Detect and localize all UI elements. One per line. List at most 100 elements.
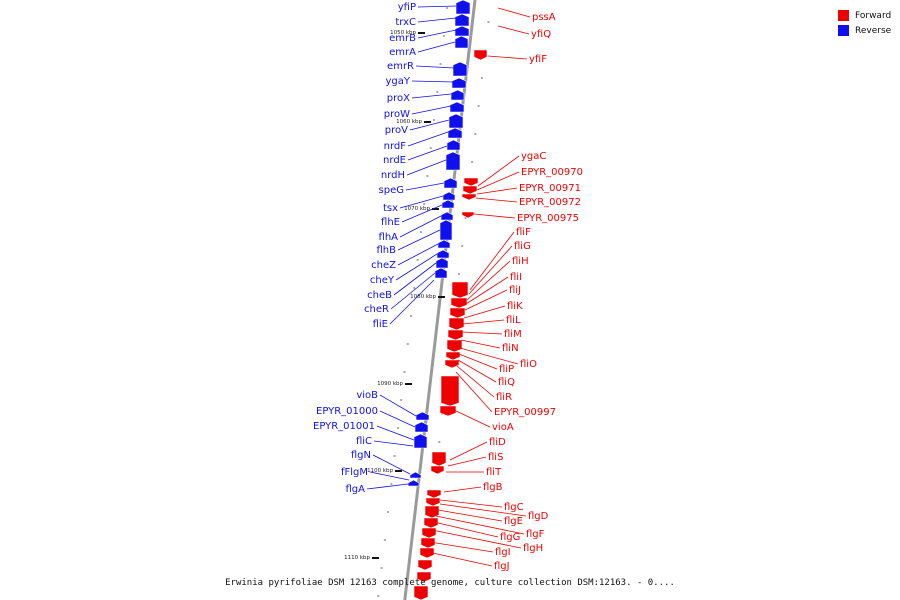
reverse-gene[interactable]: [407, 479, 420, 487]
reverse-gene-label[interactable]: proW: [384, 109, 410, 120]
forward-gene-label[interactable]: yfiF: [529, 54, 547, 65]
forward-gene-label[interactable]: fliS: [488, 452, 503, 463]
forward-gene[interactable]: [416, 571, 432, 583]
forward-gene[interactable]: [444, 359, 460, 369]
forward-gene-label[interactable]: EPYR_00997: [494, 407, 556, 418]
forward-gene-label[interactable]: fliH: [512, 256, 529, 267]
forward-gene[interactable]: [440, 375, 460, 407]
forward-gene-label[interactable]: flgC: [504, 502, 524, 513]
forward-gene-label[interactable]: EPYR_00975: [517, 213, 579, 224]
reverse-gene-label[interactable]: flhA: [379, 232, 399, 243]
forward-gene-label[interactable]: pssA: [532, 12, 556, 23]
forward-gene[interactable]: [413, 585, 429, 600]
reverse-gene-label[interactable]: EPYR_01001: [313, 421, 375, 432]
reverse-gene-label[interactable]: proX: [387, 93, 410, 104]
forward-gene-label[interactable]: fliM: [504, 329, 522, 340]
forward-gene-label[interactable]: flgF: [526, 529, 545, 540]
forward-gene[interactable]: [448, 317, 465, 331]
reverse-gene[interactable]: [445, 151, 461, 171]
forward-gene-label[interactable]: fliT: [486, 467, 502, 478]
forward-gene-label[interactable]: ygaC: [521, 151, 546, 162]
forward-gene[interactable]: [451, 281, 469, 299]
forward-gene-label[interactable]: flgG: [500, 532, 520, 543]
forward-gene[interactable]: [419, 547, 435, 559]
reverse-gene[interactable]: [447, 127, 463, 139]
forward-gene-label[interactable]: EPYR_00971: [519, 183, 581, 194]
forward-gene-label[interactable]: fliK: [507, 301, 523, 312]
forward-gene-label[interactable]: yfiQ: [531, 29, 551, 40]
reverse-gene[interactable]: [441, 199, 455, 209]
reverse-gene-label[interactable]: cheZ: [371, 260, 396, 271]
forward-gene[interactable]: [463, 177, 479, 187]
forward-gene-label[interactable]: fliG: [514, 241, 531, 252]
forward-gene-label[interactable]: flgI: [495, 547, 511, 558]
reverse-gene-label[interactable]: cheB: [367, 290, 392, 301]
reverse-gene[interactable]: [454, 25, 470, 37]
reverse-gene-label[interactable]: trxC: [395, 17, 416, 28]
reverse-gene-label[interactable]: yfiP: [398, 2, 416, 13]
reverse-gene[interactable]: [414, 421, 429, 433]
reverse-gene[interactable]: [415, 411, 430, 421]
reverse-gene[interactable]: [442, 191, 456, 201]
reverse-gene-label[interactable]: nrdF: [384, 141, 407, 152]
forward-gene-label[interactable]: fliD: [489, 437, 506, 448]
forward-gene[interactable]: [461, 211, 475, 219]
reverse-gene[interactable]: [437, 239, 451, 249]
forward-gene-label[interactable]: EPYR_00972: [519, 197, 581, 208]
reverse-gene[interactable]: [446, 139, 461, 151]
reverse-gene-label[interactable]: emrR: [387, 61, 414, 72]
reverse-gene-label[interactable]: speG: [379, 185, 404, 196]
forward-gene[interactable]: [447, 329, 464, 341]
reverse-gene-label[interactable]: flhB: [377, 245, 397, 256]
forward-gene-label[interactable]: fliI: [510, 272, 522, 283]
reverse-gene-label[interactable]: cheY: [370, 275, 395, 286]
reverse-gene-label[interactable]: proV: [385, 125, 408, 136]
forward-gene[interactable]: [424, 505, 440, 519]
reverse-gene[interactable]: [413, 433, 428, 449]
reverse-gene[interactable]: [452, 61, 468, 77]
reverse-gene-label[interactable]: fliC: [356, 436, 372, 447]
reverse-gene[interactable]: [455, 0, 471, 15]
forward-gene[interactable]: [426, 489, 442, 499]
forward-gene[interactable]: [425, 497, 441, 507]
reverse-gene-label[interactable]: fliE: [373, 319, 388, 330]
reverse-gene-label[interactable]: flgA: [346, 484, 366, 495]
forward-gene[interactable]: [473, 49, 488, 61]
reverse-gene[interactable]: [443, 177, 458, 189]
reverse-gene-label[interactable]: vioB: [356, 390, 378, 401]
forward-gene[interactable]: [461, 193, 477, 201]
reverse-gene-label[interactable]: nrdH: [381, 170, 405, 181]
forward-gene[interactable]: [431, 451, 447, 467]
forward-gene[interactable]: [450, 297, 468, 309]
reverse-gene-label[interactable]: flhE: [381, 217, 400, 228]
forward-gene-label[interactable]: fliQ: [498, 377, 515, 388]
reverse-gene[interactable]: [448, 113, 464, 129]
reverse-gene-label[interactable]: fFlgM: [341, 467, 368, 478]
reverse-gene-label[interactable]: nrdE: [383, 155, 406, 166]
reverse-gene[interactable]: [440, 211, 454, 221]
forward-gene[interactable]: [439, 405, 457, 417]
reverse-gene[interactable]: [409, 471, 422, 479]
reverse-gene-label[interactable]: tsx: [383, 203, 398, 214]
reverse-gene[interactable]: [439, 219, 453, 241]
forward-gene[interactable]: [421, 527, 437, 539]
forward-gene[interactable]: [445, 351, 461, 361]
reverse-gene-label[interactable]: ygaY: [385, 76, 410, 87]
reverse-gene-label[interactable]: emrA: [389, 47, 416, 58]
forward-gene[interactable]: [417, 559, 433, 571]
reverse-gene-label[interactable]: emrB: [389, 33, 416, 44]
reverse-gene[interactable]: [450, 89, 465, 101]
reverse-gene-label[interactable]: flgN: [351, 450, 371, 461]
forward-gene-label[interactable]: flgD: [528, 511, 549, 522]
forward-gene[interactable]: [423, 517, 439, 529]
forward-gene-label[interactable]: flgJ: [494, 561, 510, 572]
forward-gene-label[interactable]: EPYR_00970: [521, 167, 583, 178]
reverse-gene[interactable]: [454, 13, 470, 27]
reverse-gene-label[interactable]: cheR: [364, 304, 389, 315]
reverse-gene[interactable]: [451, 77, 467, 89]
forward-gene-label[interactable]: fliF: [516, 227, 531, 238]
forward-gene-label[interactable]: fliJ: [509, 285, 521, 296]
reverse-gene[interactable]: [435, 257, 449, 269]
forward-gene[interactable]: [462, 185, 478, 195]
forward-gene-label[interactable]: fliL: [506, 315, 521, 326]
